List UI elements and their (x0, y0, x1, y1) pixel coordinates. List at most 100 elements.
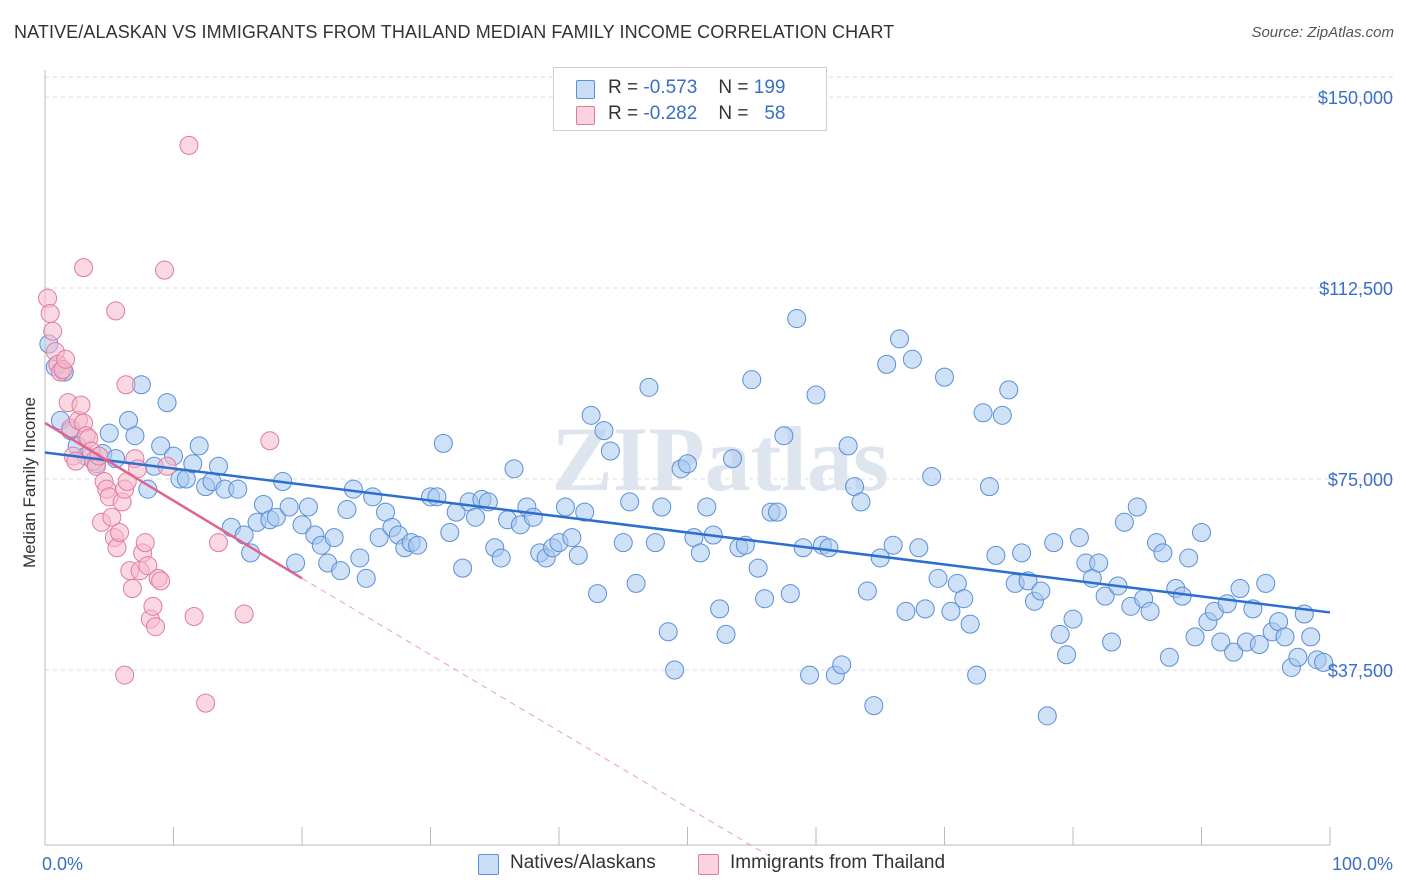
legend-n-value: 199 (753, 77, 786, 98)
point-natives (877, 354, 897, 374)
point-natives (568, 545, 588, 565)
point-natives (690, 543, 710, 563)
point-natives (620, 492, 640, 512)
point-thailand (115, 665, 135, 685)
legend-r-label: R = (608, 77, 639, 98)
trend-lines (44, 421, 1331, 862)
point-natives (440, 522, 460, 542)
point-natives (851, 492, 871, 512)
point-natives (337, 500, 357, 520)
point-natives (356, 568, 376, 588)
point-natives (523, 507, 543, 527)
bottom-legend-swatch-pink (698, 854, 719, 875)
point-natives (286, 553, 306, 573)
point-thailand (234, 604, 254, 624)
point-natives (787, 309, 807, 329)
point-thailand (260, 431, 280, 451)
point-natives (800, 665, 820, 685)
y-tick-label: $112,500 (1319, 279, 1393, 299)
point-natives (716, 624, 736, 644)
point-thailand (155, 260, 175, 280)
point-natives (838, 436, 858, 456)
point-natives (755, 589, 775, 609)
point-natives (594, 421, 614, 441)
point-natives (1179, 548, 1199, 568)
point-natives (183, 454, 203, 474)
y-tick-label: $37,500 (1328, 661, 1393, 681)
series-immigrants-thailand (38, 135, 280, 713)
point-natives (588, 584, 608, 604)
point-natives (909, 538, 929, 558)
y-tick-labels: $150,000 $112,500 $75,000 $37,500 (1318, 88, 1393, 681)
point-natives (1192, 522, 1211, 542)
legend-swatch-blue (576, 80, 595, 99)
point-natives (491, 548, 511, 568)
point-natives (189, 436, 209, 456)
point-natives (1224, 642, 1244, 662)
point-natives (279, 497, 299, 517)
point-natives (1114, 512, 1134, 532)
legend-n-label: N = (718, 77, 749, 98)
point-natives (575, 502, 595, 522)
point-natives (979, 477, 999, 497)
point-thailand (138, 556, 158, 576)
point-natives (151, 436, 171, 456)
point-natives (1012, 543, 1032, 563)
point-natives (504, 459, 524, 479)
point-natives (658, 622, 678, 642)
point-natives (806, 385, 826, 405)
point-natives (678, 454, 697, 474)
point-natives (298, 497, 318, 517)
point-thailand (43, 321, 63, 341)
chart-title: NATIVE/ALASKAN VS IMMIGRANTS FROM THAILA… (14, 22, 895, 42)
chart-source: Source: ZipAtlas.com (1251, 24, 1394, 41)
point-natives (1089, 553, 1109, 573)
bottom-legend-label: Immigrants from Thailand (730, 852, 946, 873)
bottom-legend-label: Natives/Alaskans (510, 852, 656, 873)
point-natives (890, 329, 910, 349)
point-thailand (146, 617, 166, 637)
point-natives (562, 528, 582, 548)
point-natives (1159, 647, 1179, 667)
trendline-thailand-extension (301, 577, 778, 862)
point-natives (902, 349, 922, 369)
point-natives (1230, 579, 1250, 599)
point-thailand (102, 507, 122, 527)
point-natives (1288, 647, 1308, 667)
point-natives (1153, 543, 1173, 563)
point-natives (1031, 581, 1051, 601)
point-natives (1050, 624, 1070, 644)
point-natives (915, 599, 935, 619)
point-natives (1057, 645, 1077, 665)
point-natives (266, 507, 286, 527)
point-natives (453, 558, 473, 578)
point-thailand (122, 579, 142, 599)
point-natives (774, 426, 794, 446)
point-natives (600, 441, 620, 461)
point-thailand (106, 301, 126, 321)
point-natives (896, 601, 916, 621)
point-natives (228, 479, 248, 499)
point-thailand (40, 303, 60, 323)
point-natives (1217, 594, 1237, 614)
point-natives (639, 377, 659, 397)
point-natives (748, 558, 768, 578)
axes (44, 70, 1331, 846)
legend-r-value: -0.282 (643, 103, 698, 124)
point-thailand (116, 375, 136, 395)
legend-swatch-pink (576, 106, 595, 125)
point-natives (1275, 627, 1295, 647)
point-thailand (110, 522, 130, 542)
point-thailand (56, 349, 76, 369)
legend-n-label: N = (718, 103, 749, 124)
point-natives (555, 497, 575, 517)
correlation-legend: R = -0.573 N = 199 R = -0.282 N = 58 (553, 67, 827, 131)
point-natives (857, 581, 877, 601)
x-tick-label-max: 100.0% (1332, 854, 1393, 874)
point-thailand (196, 693, 216, 713)
point-natives (626, 573, 646, 593)
point-natives (157, 393, 177, 413)
point-natives (710, 599, 730, 619)
point-natives (433, 433, 453, 453)
